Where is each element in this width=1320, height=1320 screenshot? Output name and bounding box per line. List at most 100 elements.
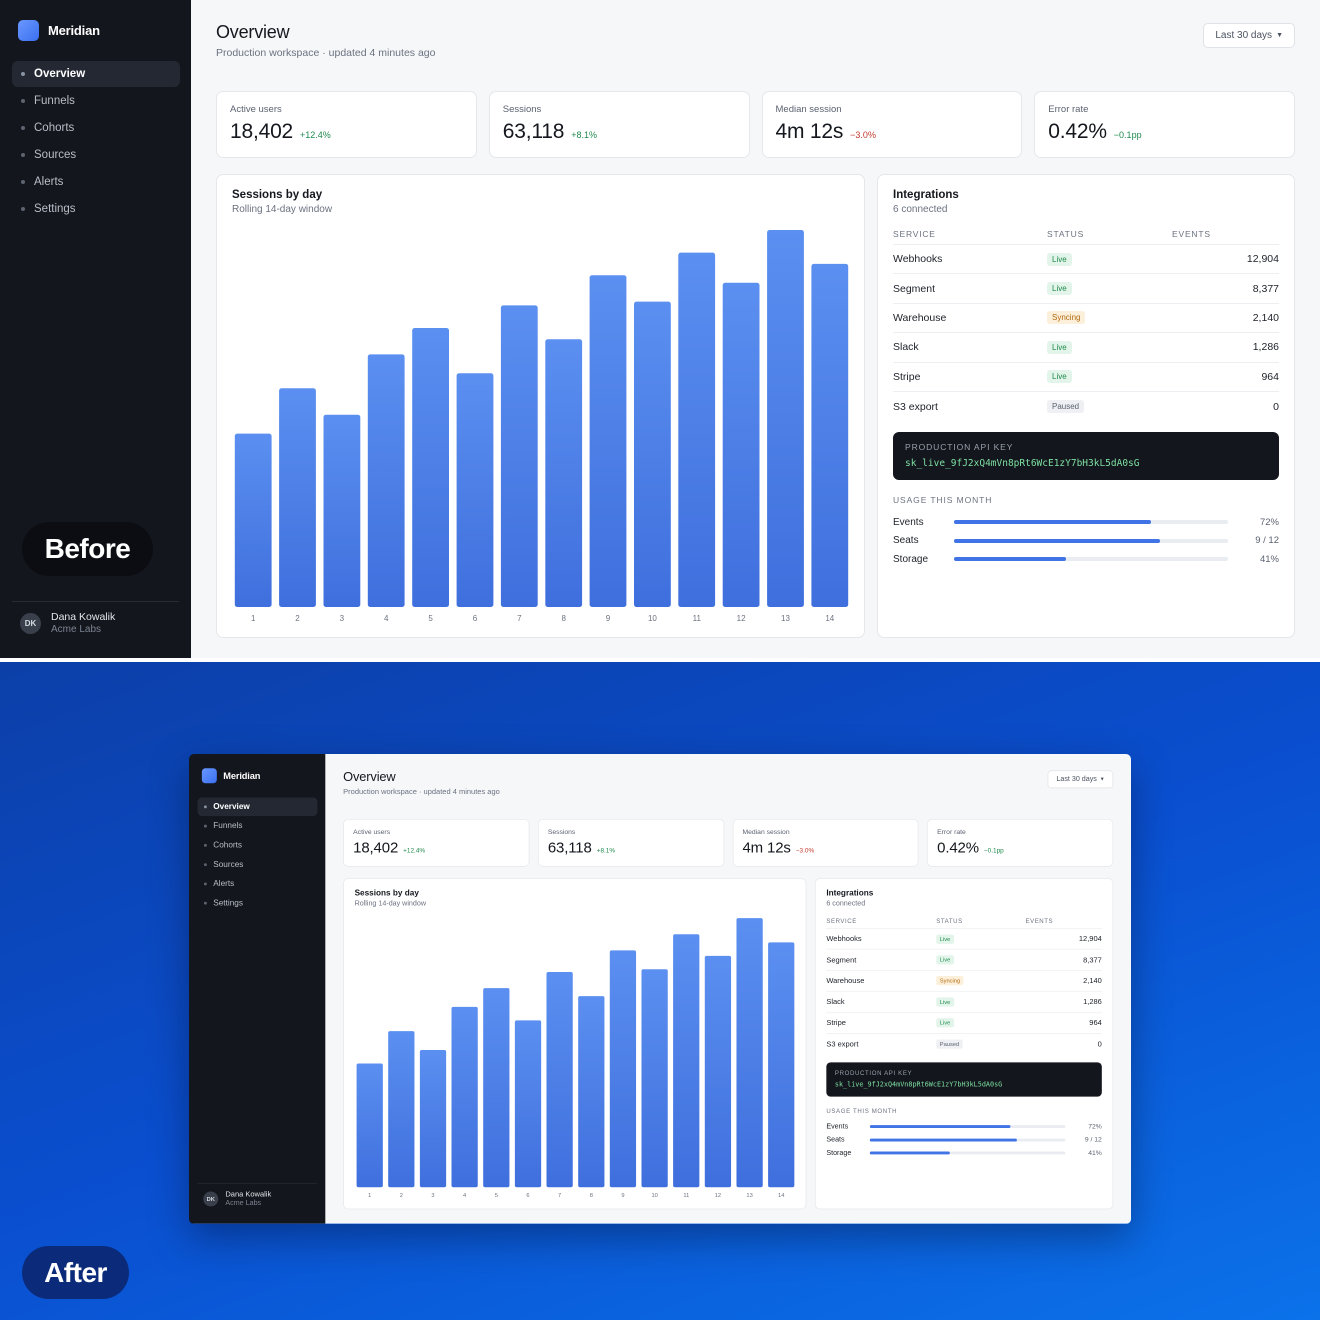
table-row[interactable]: Webhooks Live 12,904 [826, 929, 1102, 950]
column-header-events: EVENTS [1025, 917, 1054, 925]
table-row[interactable]: Webhooks Live 12,904 [893, 245, 1279, 275]
api-key-value[interactable]: sk_live_9fJ2xQ4mVn8pRt6WcE1zY7bH3kL5dA0s… [905, 458, 1140, 469]
dashboard-window: Meridian Overview Funnels Cohorts Sources Al… [189, 754, 1131, 1224]
x-tick-label: 1 [368, 1193, 371, 1199]
kpi-card: Sessions 63,118 +8.1% [488, 91, 750, 158]
sidebar-item-funnels[interactable]: Funnels [12, 88, 180, 114]
integrations-subtitle: 6 connected [826, 899, 866, 908]
bar-day-5[interactable] [412, 328, 449, 607]
bar-day-14[interactable] [768, 942, 795, 1188]
bar-day-11[interactable] [678, 252, 716, 607]
sidebar-item-alerts[interactable]: Alerts [12, 169, 180, 195]
x-tick-label: 11 [693, 614, 702, 623]
brand[interactable]: Meridian [201, 768, 260, 784]
sessions-bar-chart: 1 2 3 4 5 6 7 8 9 10 11 12 13 14 [234, 230, 849, 623]
sidebar-item-sources[interactable]: Sources [12, 142, 180, 168]
table-row[interactable]: Stripe Live 964 [826, 1013, 1102, 1034]
kpi-card: Median session 4m 12s −3.0% [732, 818, 919, 867]
bar-day-4[interactable] [367, 354, 405, 607]
bar-day-12[interactable] [704, 955, 732, 1188]
table-row[interactable]: Segment Live 8,377 [893, 274, 1279, 304]
usage-track [954, 557, 1228, 562]
kpi-label: Active users [230, 104, 282, 115]
sidebar-item-label: Funnels [213, 821, 243, 831]
bullet-icon [21, 153, 25, 157]
avatar: DK [203, 1191, 219, 1207]
sidebar-item-overview[interactable]: Overview [12, 61, 180, 87]
table-row[interactable]: S3 export Paused 0 [826, 1034, 1102, 1055]
bar-day-7[interactable] [500, 305, 538, 607]
sidebar-item-label: Funnels [34, 95, 75, 107]
kpi-value: 4m 12s [775, 120, 844, 143]
bar-day-7[interactable] [546, 971, 573, 1188]
table-row[interactable]: Slack Live 1,286 [893, 333, 1279, 363]
date-range-dropdown[interactable]: Last 30 days ▼ [1047, 770, 1114, 789]
bar-day-8[interactable] [545, 339, 583, 607]
sidebar-item-alerts[interactable]: Alerts [198, 875, 318, 894]
bar-day-6[interactable] [456, 373, 494, 607]
bullet-icon [21, 99, 25, 103]
bullet-icon [203, 882, 207, 886]
x-tick-label: 4 [463, 1193, 466, 1199]
api-key-value[interactable]: sk_live_9fJ2xQ4mVn8pRt6WcE1zY7bH3kL5dA0s… [834, 1080, 1003, 1089]
bar-day-3[interactable] [419, 1049, 447, 1188]
bar-day-6[interactable] [514, 1020, 542, 1188]
usage-track [869, 1138, 1066, 1142]
sidebar-item-funnels[interactable]: Funnels [198, 817, 318, 836]
x-tick-label: 12 [715, 1193, 721, 1199]
table-row[interactable]: Warehouse Syncing 2,140 [893, 304, 1279, 334]
sidebar-item-overview[interactable]: Overview [197, 797, 318, 817]
x-tick-label: 2 [295, 614, 300, 623]
bar-day-5[interactable] [483, 988, 510, 1188]
table-row[interactable]: Slack Live 1,286 [826, 992, 1102, 1013]
integrations-table: SERVICE STATUS EVENTS Webhooks Live 12,904… [826, 913, 1102, 1055]
bar-day-10[interactable] [634, 301, 671, 607]
chart-title: Sessions by day [354, 888, 419, 898]
kpi-delta: +8.1% [571, 130, 598, 140]
bar-day-9[interactable] [589, 275, 627, 607]
sidebar-item-sources[interactable]: Sources [198, 855, 318, 874]
kpi-value: 18,402 [353, 839, 399, 857]
table-row[interactable]: Warehouse Syncing 2,140 [826, 971, 1102, 992]
brand[interactable]: Meridian [18, 20, 100, 41]
sidebar-item-cohorts[interactable]: Cohorts [12, 115, 180, 141]
bar-day-8[interactable] [578, 996, 605, 1188]
bar-day-1[interactable] [356, 1063, 383, 1188]
bar-day-9[interactable] [609, 950, 637, 1188]
x-tick-label: 5 [495, 1193, 498, 1199]
sidebar-item-cohorts[interactable]: Cohorts [198, 836, 318, 855]
service-name: Stripe [893, 370, 921, 383]
dashboard-window: Meridian Overview Funnels Cohorts Sources Al… [0, 0, 1320, 658]
main-content: Overview Production workspace · updated … [191, 0, 1320, 658]
bar-day-2[interactable] [388, 1031, 415, 1188]
usage-value: 41% [1088, 1149, 1102, 1158]
table-row[interactable]: Segment Live 8,377 [826, 950, 1102, 971]
bar-day-10[interactable] [641, 969, 668, 1188]
bar-day-4[interactable] [451, 1006, 478, 1188]
status-badge: Live [936, 955, 954, 965]
bar-day-1[interactable] [234, 433, 272, 607]
sidebar-item-settings[interactable]: Settings [12, 196, 180, 222]
table-row[interactable]: S3 export Paused 0 [893, 392, 1279, 421]
x-tick-label: 5 [428, 614, 433, 623]
brand-logo-icon [18, 20, 39, 41]
user-profile[interactable]: DK Dana Kowalik Acme Labs [12, 601, 179, 635]
bar-day-13[interactable] [767, 230, 804, 607]
bar-day-12[interactable] [722, 282, 760, 607]
bar-day-11[interactable] [673, 934, 700, 1188]
usage-row: Events 72% [893, 513, 1279, 532]
page-title: Overview [216, 22, 290, 42]
api-key-box[interactable]: PRODUCTION API KEY sk_live_9fJ2xQ4mVn8pR… [893, 432, 1279, 480]
kpi-delta: +8.1% [596, 846, 616, 854]
user-profile[interactable]: DK Dana Kowalik Acme Labs [197, 1182, 317, 1207]
status-badge: Live [1047, 370, 1072, 384]
api-key-box[interactable]: PRODUCTION API KEY sk_live_9fJ2xQ4mVn8pR… [826, 1062, 1102, 1097]
sidebar-item-settings[interactable]: Settings [198, 894, 318, 913]
bar-day-13[interactable] [736, 918, 763, 1188]
event-count: 8,377 [1252, 282, 1279, 295]
date-range-dropdown[interactable]: Last 30 days ▼ [1203, 23, 1295, 48]
bar-day-3[interactable] [323, 414, 361, 607]
bar-day-14[interactable] [811, 263, 849, 607]
bar-day-2[interactable] [279, 388, 316, 607]
table-row[interactable]: Stripe Live 964 [893, 363, 1279, 392]
